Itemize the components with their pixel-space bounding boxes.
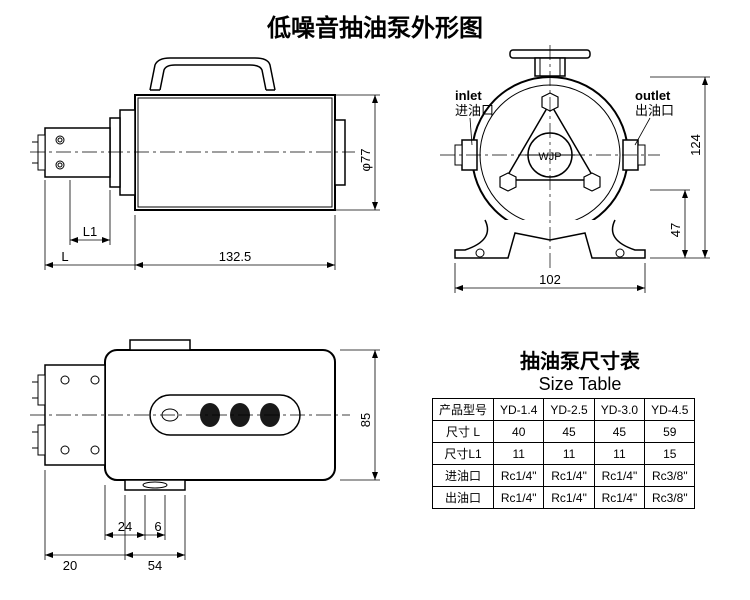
svg-text:85: 85 (358, 413, 373, 427)
table-title-cn: 抽油泵尺寸表 (430, 345, 730, 374)
table-cell: 11 (494, 443, 544, 465)
table-cell: Rc1/4" (494, 487, 544, 509)
svg-text:L1: L1 (83, 224, 97, 239)
table-cell: 59 (645, 421, 695, 443)
svg-text:102: 102 (539, 272, 561, 287)
table-cell: Rc1/4" (544, 487, 594, 509)
table-header-cell: YD-2.5 (544, 399, 594, 421)
table-cell: 尺寸 L (433, 421, 494, 443)
svg-text:24: 24 (118, 519, 132, 534)
front-view-drawing: WJP inlet 进油口 outlet 出油口 102 124 47 (400, 45, 740, 305)
table-header-cell: YD-1.4 (494, 399, 544, 421)
svg-text:inlet: inlet (455, 88, 482, 103)
table-cell: 11 (544, 443, 594, 465)
table-cell: Rc3/8" (645, 465, 695, 487)
svg-text:47: 47 (668, 223, 683, 237)
table-cell: Rc1/4" (594, 487, 644, 509)
table-title-en: Size Table (430, 374, 730, 395)
table-cell: 进油口 (433, 465, 494, 487)
table-header-cell: 产品型号 (433, 399, 494, 421)
svg-text:φ77: φ77 (358, 149, 373, 172)
svg-text:54: 54 (148, 558, 162, 573)
table-cell: 40 (494, 421, 544, 443)
svg-text:L: L (61, 249, 68, 264)
table-cell: 45 (544, 421, 594, 443)
table-cell: 尺寸L1 (433, 443, 494, 465)
page-title: 低噪音抽油泵外形图 (0, 0, 750, 43)
svg-text:6: 6 (154, 519, 161, 534)
size-table: 产品型号YD-1.4YD-2.5YD-3.0YD-4.5尺寸 L40454559… (432, 398, 695, 509)
table-cell: Rc1/4" (594, 465, 644, 487)
table-cell: 45 (594, 421, 644, 443)
table-header-cell: YD-4.5 (645, 399, 695, 421)
table-cell: Rc3/8" (645, 487, 695, 509)
svg-text:132.5: 132.5 (219, 249, 252, 264)
top-view-drawing: 85 20 24 6 54 (10, 320, 410, 590)
table-cell: 11 (594, 443, 644, 465)
svg-text:124: 124 (688, 134, 703, 156)
table-cell: 出油口 (433, 487, 494, 509)
size-table-section: 抽油泵尺寸表 Size Table (430, 345, 730, 395)
table-cell: Rc1/4" (544, 465, 594, 487)
svg-text:出油口: 出油口 (635, 103, 674, 118)
svg-text:进油口: 进油口 (455, 103, 494, 118)
svg-text:outlet: outlet (635, 88, 671, 103)
table-cell: Rc1/4" (494, 465, 544, 487)
table-cell: 15 (645, 443, 695, 465)
table-header-cell: YD-3.0 (594, 399, 644, 421)
svg-text:20: 20 (63, 558, 77, 573)
side-view-drawing: φ77 132.5 L1 L (10, 50, 410, 300)
